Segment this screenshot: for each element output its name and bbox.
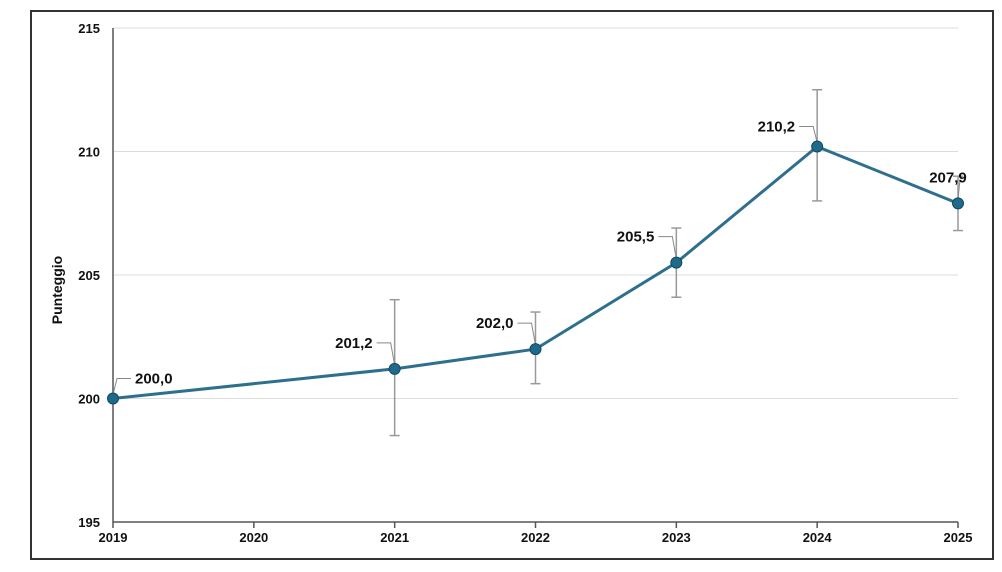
label-leader-line	[957, 179, 961, 200]
data-point	[388, 362, 401, 375]
data-point	[811, 140, 824, 153]
x-tick-label: 2019	[99, 530, 128, 545]
y-axis-label: Punteggio	[49, 256, 65, 324]
data-label: 201,2	[335, 335, 373, 352]
data-label: 210,2	[758, 119, 796, 136]
label-leader-line	[376, 342, 396, 365]
x-tick-label: 2024	[803, 530, 833, 545]
y-tick-label: 205	[78, 268, 100, 283]
data-label: 205,5	[617, 229, 655, 246]
y-tick-label: 215	[78, 21, 100, 36]
chart-frame	[30, 10, 994, 560]
data-point	[670, 256, 683, 269]
label-leader-line	[517, 322, 536, 346]
x-tick-label: 2021	[380, 530, 409, 545]
label-leader-line	[658, 236, 677, 259]
y-tick-label: 195	[78, 515, 100, 530]
data-point	[529, 343, 542, 356]
data-point	[952, 197, 964, 210]
data-label: 207,9	[929, 169, 967, 186]
data-label: 200,0	[135, 371, 173, 388]
x-tick-label: 2025	[944, 530, 973, 545]
x-tick-label: 2023	[662, 530, 691, 545]
data-label: 202,0	[476, 315, 514, 332]
label-leader-line	[799, 126, 818, 143]
x-tick-label: 2020	[239, 530, 268, 545]
y-tick-label: 210	[78, 145, 100, 160]
x-tick-label: 2022	[521, 530, 550, 545]
data-point	[107, 392, 119, 405]
label-leader-line	[112, 378, 131, 395]
series-line	[112, 144, 959, 400]
y-tick-label: 200	[78, 392, 100, 407]
